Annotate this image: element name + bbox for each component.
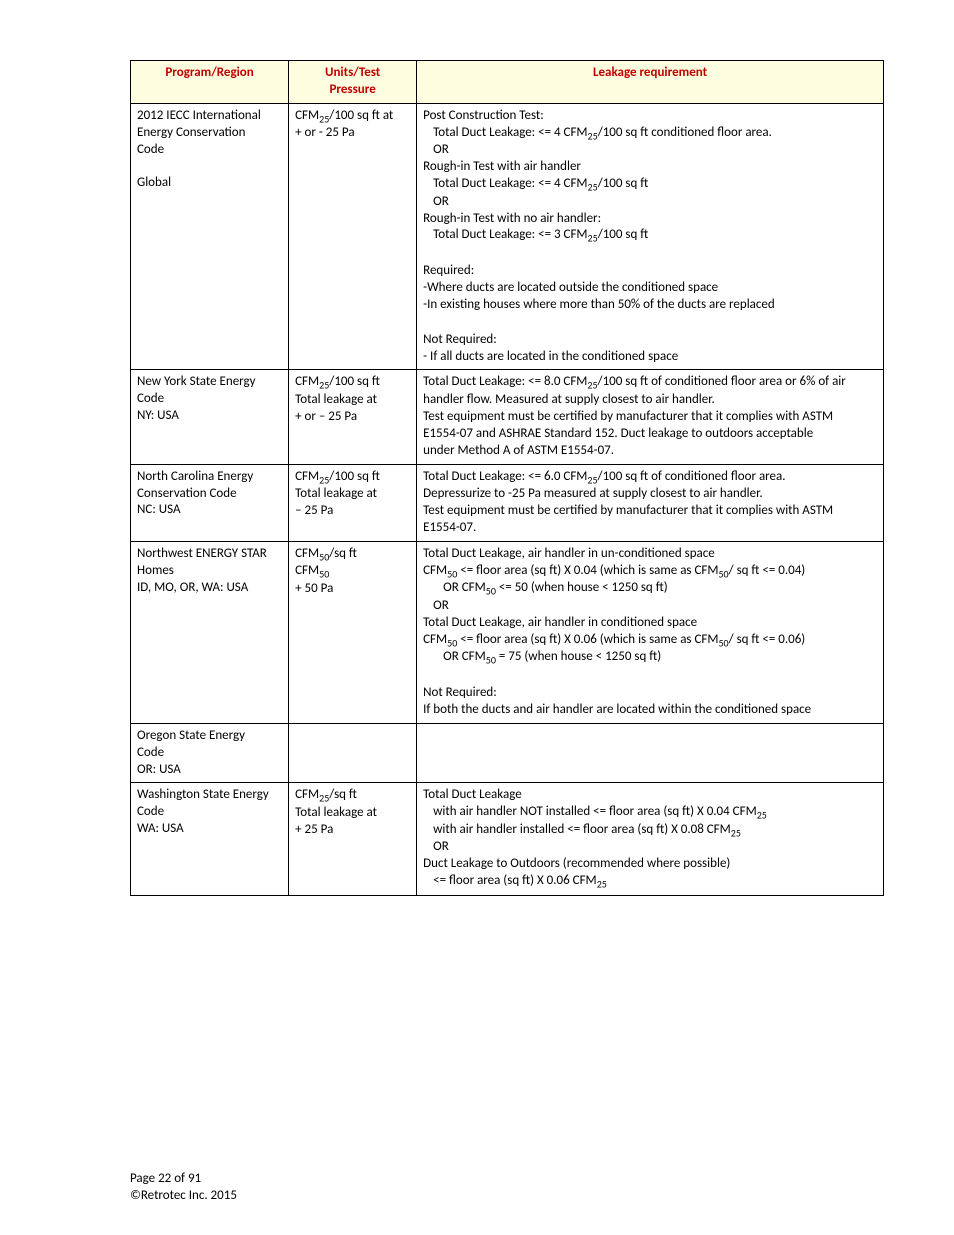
table-row: 2012 IECC International Energy Conservat… (131, 103, 884, 370)
table-row: Washington State Energy Code WA: USA CFM… (131, 783, 884, 895)
header-leakage: Leakage requirement (417, 61, 884, 104)
header-program: Program/Region (131, 61, 289, 104)
cell-units: CFM25/100 sq ft Total leakage at + or – … (289, 370, 417, 464)
cell-requirement: Total Duct Leakage: <= 8.0 CFM25/100 sq … (417, 370, 884, 464)
cell-units: CFM50/sq ft CFM50 + 50 Pa (289, 541, 417, 723)
cell-requirement (417, 723, 884, 783)
cell-units (289, 723, 417, 783)
cell-units: CFM25/100 sq ft at + or - 25 Pa (289, 103, 417, 370)
cell-program: Northwest ENERGY STAR Homes ID, MO, OR, … (131, 541, 289, 723)
table-row: New York State Energy Code NY: USA CFM25… (131, 370, 884, 464)
table-row: North Carolina Energy Conservation Code … (131, 464, 884, 541)
cell-requirement: Total Duct Leakage: <= 6.0 CFM25/100 sq … (417, 464, 884, 541)
cell-program: New York State Energy Code NY: USA (131, 370, 289, 464)
cell-program: Washington State Energy Code WA: USA (131, 783, 289, 895)
cell-program: North Carolina Energy Conservation Code … (131, 464, 289, 541)
page-footer: Page 22 of 91 ©Retrotec Inc. 2015 (130, 1171, 237, 1205)
header-units: Units/Test Pressure (289, 61, 417, 104)
footer-page-number: Page 22 of 91 (130, 1171, 201, 1186)
cell-requirement: Total Duct Leakage with air handler NOT … (417, 783, 884, 895)
cell-units: CFM25/sq ft Total leakage at + 25 Pa (289, 783, 417, 895)
footer-copyright: ©Retrotec Inc. 2015 (130, 1188, 237, 1203)
table-header-row: Program/Region Units/Test Pressure Leaka… (131, 61, 884, 104)
cell-units: CFM25/100 sq ft Total leakage at – 25 Pa (289, 464, 417, 541)
cell-program: Oregon State Energy Code OR: USA (131, 723, 289, 783)
table-row: Northwest ENERGY STAR Homes ID, MO, OR, … (131, 541, 884, 723)
cell-program: 2012 IECC International Energy Conservat… (131, 103, 289, 370)
cell-requirement: Total Duct Leakage, air handler in un-co… (417, 541, 884, 723)
table-row: Oregon State Energy Code OR: USA (131, 723, 884, 783)
page-container: Program/Region Units/Test Pressure Leaka… (0, 0, 954, 1235)
cell-requirement: Post Construction Test: Total Duct Leaka… (417, 103, 884, 370)
leakage-table: Program/Region Units/Test Pressure Leaka… (130, 60, 884, 896)
